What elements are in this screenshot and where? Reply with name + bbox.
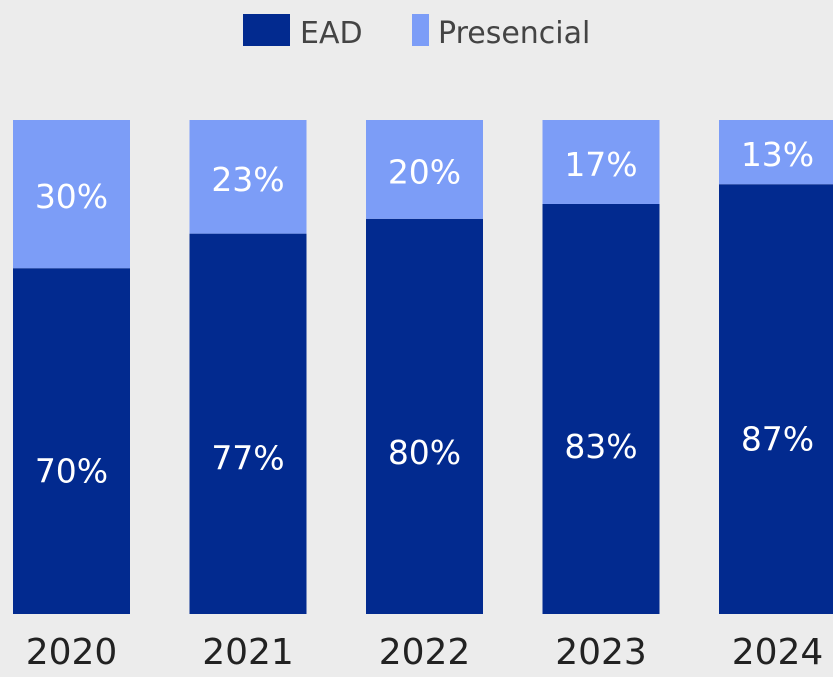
data-label-presencial-2024: 13%	[741, 135, 814, 174]
bar-presencial-2021	[189, 120, 307, 234]
legend: EAD Presencial	[243, 14, 590, 51]
legend-swatch-ead	[243, 14, 290, 46]
legend-label-ead: EAD	[300, 16, 363, 51]
data-label-ead-2024: 87%	[741, 420, 814, 459]
data-label-presencial-2021: 23%	[211, 160, 284, 199]
bar-ead-2023	[542, 203, 660, 615]
x-tick-label-2024: 2024	[732, 632, 824, 673]
data-label-ead-2021: 77%	[211, 438, 284, 477]
bar-presencial-2024	[719, 120, 833, 185]
bar-ead-2022	[366, 218, 483, 615]
data-label-ead-2023: 83%	[564, 427, 637, 466]
x-tick-label-2023: 2023	[555, 632, 647, 673]
data-label-presencial-2023: 17%	[564, 145, 637, 184]
bar-group-2020: 70% 30%	[13, 120, 130, 614]
bar-group-2024: 87% 13%	[719, 120, 833, 614]
x-tick-label-2022: 2022	[379, 632, 471, 673]
data-label-ead-2022: 80%	[388, 433, 461, 472]
bar-ead-2020	[13, 268, 130, 614]
data-label-presencial-2020: 30%	[35, 177, 108, 216]
x-tick-label-2020: 2020	[26, 632, 118, 673]
bar-presencial-2020	[13, 120, 130, 269]
x-tick-label-2021: 2021	[202, 632, 294, 673]
bar-group-2022: 80% 20%	[366, 120, 483, 615]
bar-group-2021: 77% 23%	[189, 120, 307, 614]
bar-presencial-2022	[366, 120, 483, 219]
bar-ead-2024	[719, 184, 833, 614]
data-label-presencial-2022: 20%	[388, 152, 461, 191]
data-label-ead-2020: 70%	[35, 452, 108, 491]
legend-label-presencial: Presencial	[438, 16, 590, 51]
bar-group-2023: 83% 17%	[542, 120, 660, 615]
bar-presencial-2023	[542, 120, 660, 204]
bar-ead-2021	[189, 233, 307, 614]
legend-swatch-presencial	[412, 14, 429, 46]
